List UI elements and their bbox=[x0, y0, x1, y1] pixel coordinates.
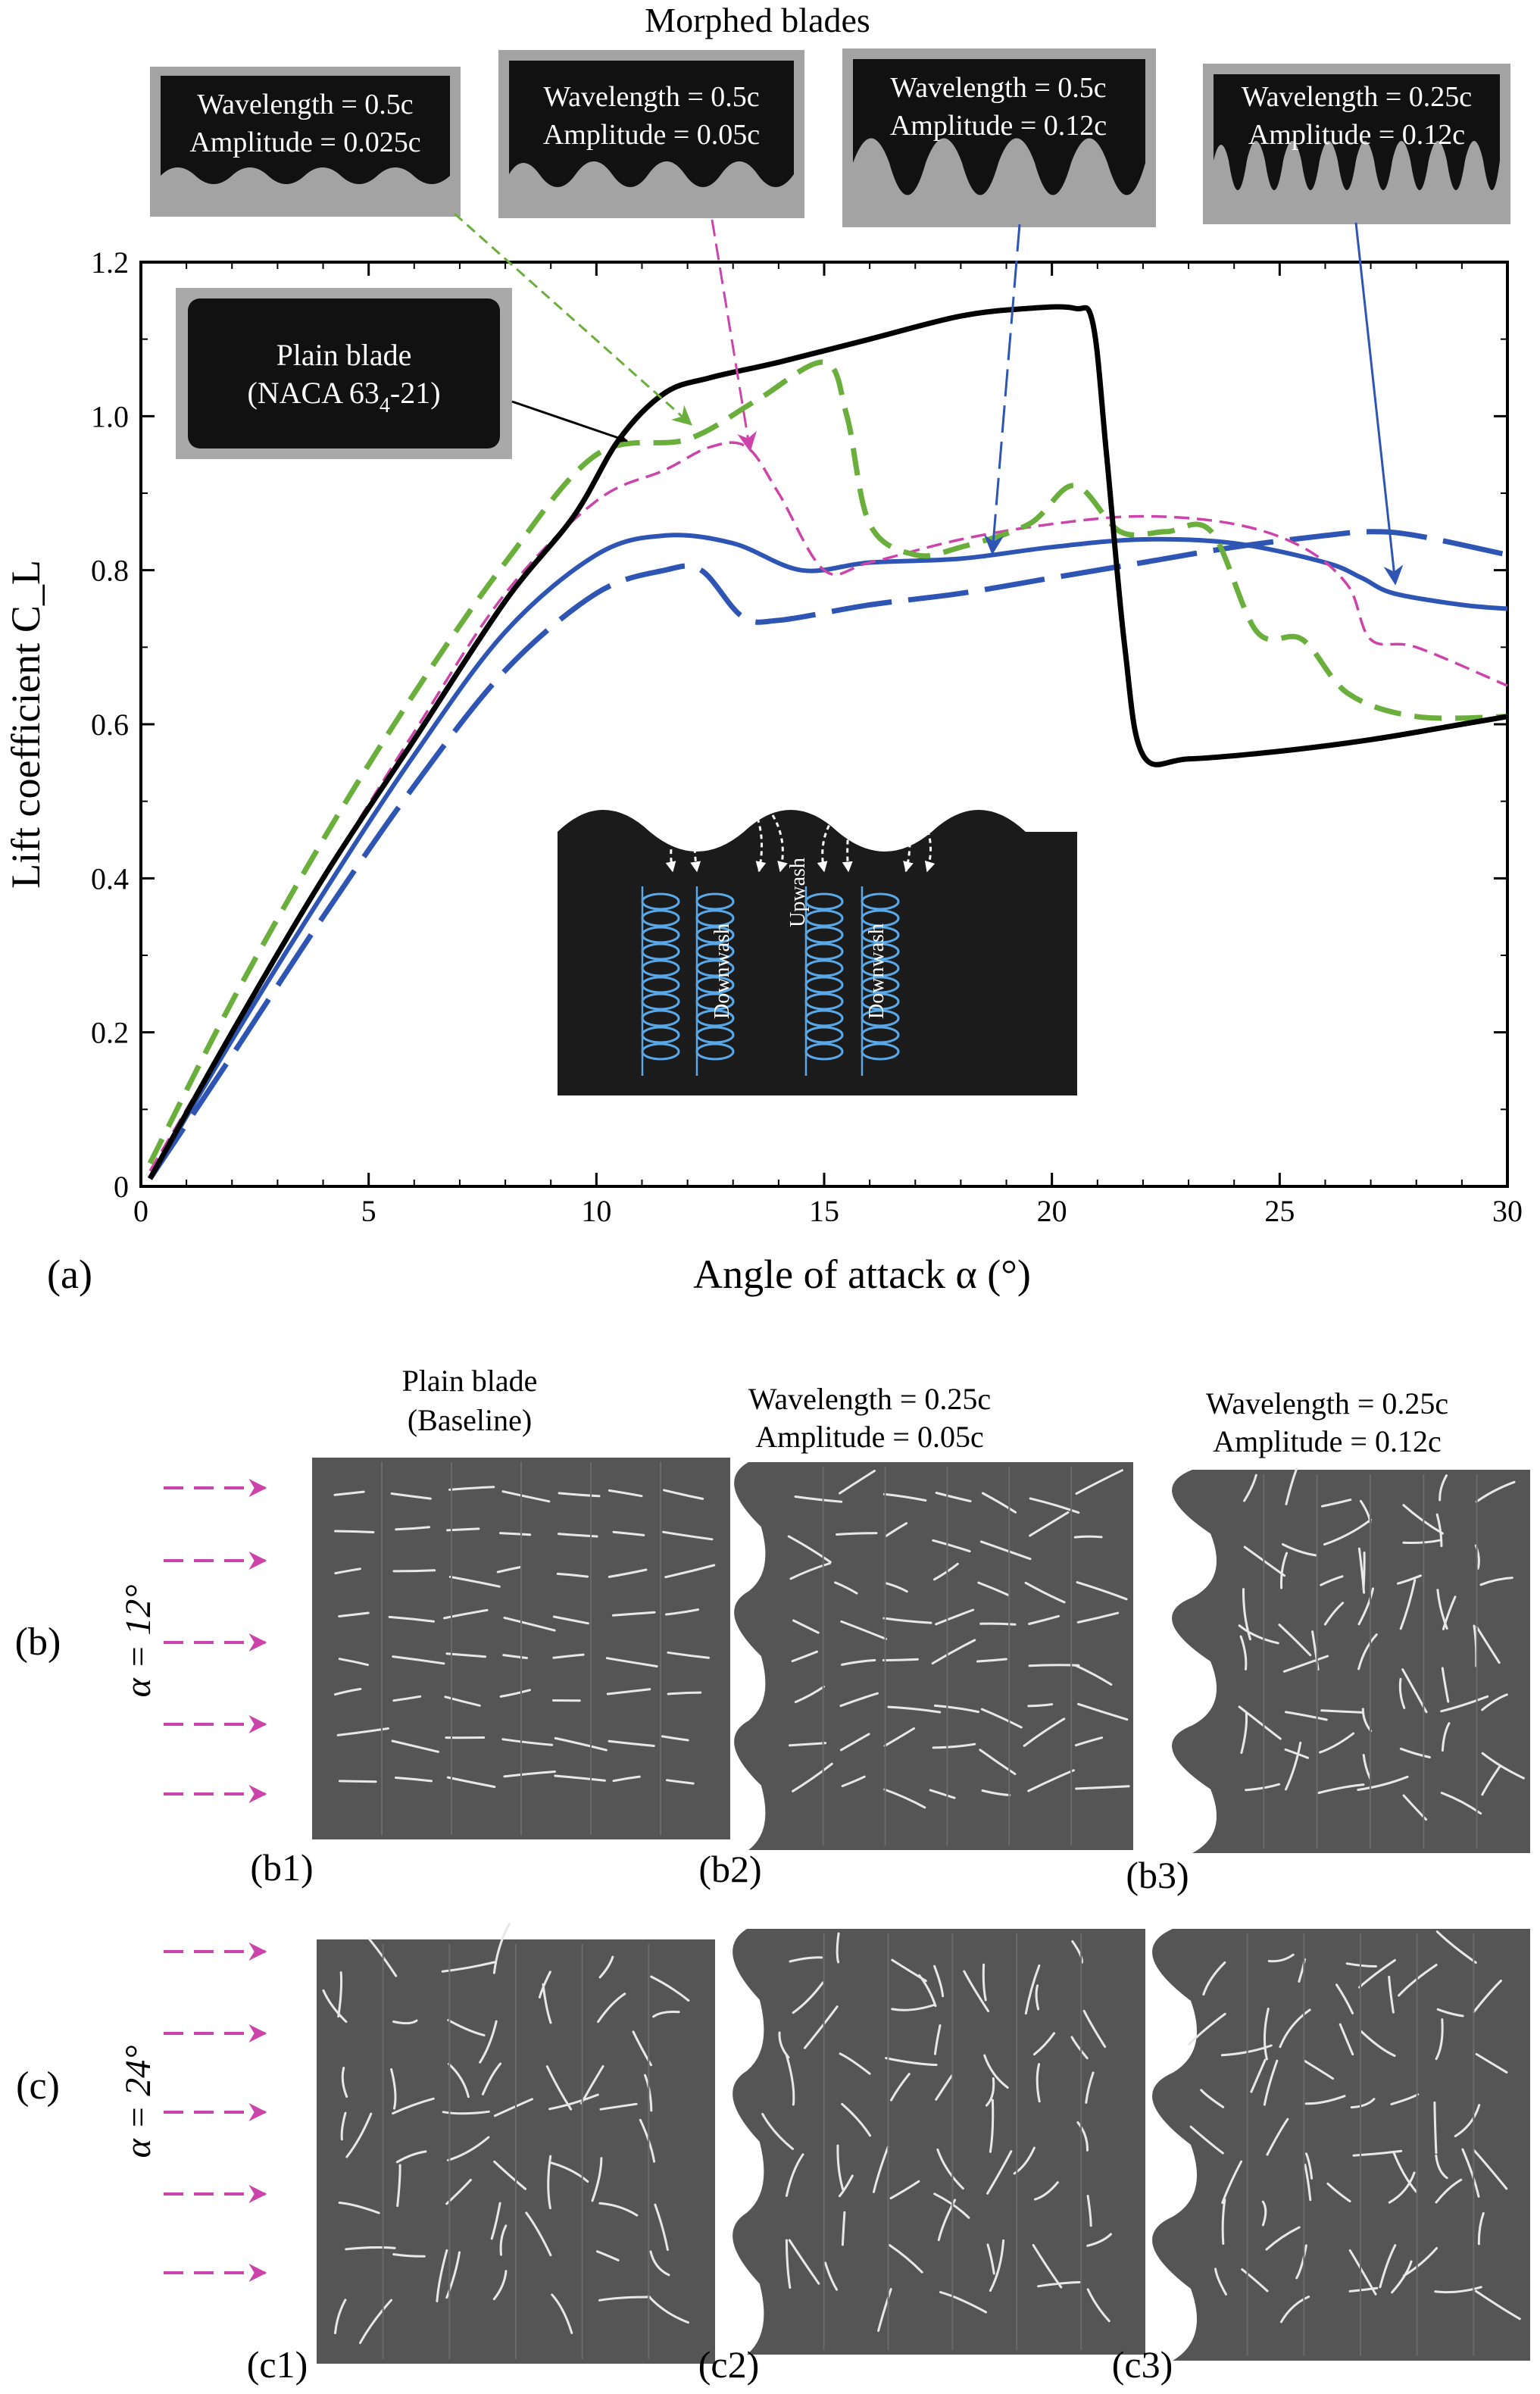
plain-blade-label-1: Plain blade bbox=[276, 338, 412, 372]
flow-panel-b3 bbox=[1172, 1467, 1530, 1853]
x-tick-label: 0 bbox=[133, 1194, 148, 1228]
flow-panel-c1 bbox=[317, 1922, 715, 2364]
inset-4-pointer bbox=[1354, 222, 1404, 586]
upwash-label: Upwash bbox=[786, 858, 810, 927]
flow-panels bbox=[312, 1458, 1530, 2364]
vortex-layer bbox=[641, 886, 900, 1076]
flow-panel-background bbox=[733, 1929, 1145, 2355]
flow-panel-background bbox=[734, 1462, 1133, 1850]
inset-2-pointer bbox=[711, 219, 758, 452]
inset-3-amplitude: Amplitude = 0.12c bbox=[890, 110, 1107, 142]
column-2-line-1: Wavelength = 0.25c bbox=[748, 1382, 991, 1416]
chart-title: Morphed blades bbox=[645, 1, 870, 39]
tuft-streaks bbox=[787, 1469, 1130, 1809]
flow-panel-b1 bbox=[312, 1458, 730, 1839]
panel-label-c1: (c1) bbox=[247, 2343, 308, 2386]
column-3-line-1: Wavelength = 0.25c bbox=[1206, 1386, 1448, 1420]
series-line-4 bbox=[148, 533, 1508, 1180]
tuft-streaks bbox=[761, 1932, 1112, 2332]
x-tick-label: 25 bbox=[1264, 1194, 1295, 1228]
vortex-coil bbox=[641, 892, 680, 1061]
plot-area: 0 5 10 15 20 25 30 0 0.2 0.4 0.6 0.8 1.0 1.2 bbox=[91, 245, 1523, 1228]
series-line-2 bbox=[147, 359, 1508, 1165]
flow-arrows bbox=[665, 814, 936, 873]
x-tick-label: 15 bbox=[809, 1194, 839, 1228]
flow-structure-inset: Downwash Upwash Downwash bbox=[558, 810, 1077, 1095]
plain-blade-pointer bbox=[511, 400, 628, 442]
series-line-5 bbox=[148, 529, 1508, 1180]
panel-label-a: (a) bbox=[47, 1252, 92, 1297]
column-3-line-2: Amplitude = 0.12c bbox=[1213, 1424, 1441, 1458]
row-angle-b: α = 12° bbox=[118, 1585, 158, 1698]
column-1-line-2: (Baseline) bbox=[408, 1403, 532, 1437]
inset-1-pointer bbox=[454, 212, 692, 426]
panel-label-b2: (b2) bbox=[698, 1848, 761, 1890]
y-tick-label: 0 bbox=[114, 1170, 129, 1204]
flow-panel-b2 bbox=[734, 1462, 1133, 1850]
inset-4-amplitude: Amplitude = 0.12c bbox=[1248, 119, 1465, 151]
row-angle-c: α = 24° bbox=[118, 2046, 158, 2158]
morphed-inset-3: Wavelength = 0.5c Amplitude = 0.12c bbox=[842, 48, 1156, 227]
panel-label-b3: (b3) bbox=[1126, 1854, 1189, 1896]
inset-3-wavelength: Wavelength = 0.5c bbox=[890, 72, 1106, 104]
downwash-label-2: Downwash bbox=[865, 924, 889, 1019]
flow-panel-c2 bbox=[733, 1929, 1145, 2355]
flow-panel-background bbox=[1172, 1470, 1530, 1853]
y-tick-label: 0.4 bbox=[91, 861, 129, 895]
inset-4-wavelength: Wavelength = 0.25c bbox=[1242, 81, 1472, 113]
x-tick-label: 5 bbox=[361, 1194, 376, 1228]
inflow-arrows bbox=[164, 1479, 267, 2282]
series-line-1 bbox=[147, 304, 1508, 1180]
panel-label-c2: (c2) bbox=[698, 2343, 760, 2386]
morphed-inset-1: Wavelength = 0.5c Amplitude = 0.025c bbox=[150, 67, 461, 217]
column-1-line-1: Plain blade bbox=[402, 1364, 538, 1398]
axis-ticks: 0 5 10 15 20 25 30 0 0.2 0.4 0.6 0.8 1.0 1.2 bbox=[91, 245, 1523, 1228]
y-tick-label: 1.0 bbox=[91, 399, 129, 433]
plain-blade-label-2: (NACA 634-21) bbox=[247, 376, 440, 417]
tuft-streaks bbox=[322, 1922, 690, 2344]
y-tick-label: 1.2 bbox=[91, 245, 129, 280]
vortex-coil bbox=[695, 892, 735, 1061]
inset-2-amplitude: Amplitude = 0.05c bbox=[543, 119, 760, 151]
x-tick-label: 10 bbox=[581, 1194, 611, 1228]
inset-2-wavelength: Wavelength = 0.5c bbox=[543, 81, 759, 113]
inset-3-pointer bbox=[983, 223, 1021, 555]
inset-1-wavelength: Wavelength = 0.5c bbox=[197, 89, 413, 120]
y-tick-label: 0.8 bbox=[91, 554, 129, 588]
morphed-inset-2: Wavelength = 0.5c Amplitude = 0.05c bbox=[498, 50, 804, 218]
x-axis-label: Angle of attack α (°) bbox=[693, 1252, 1031, 1297]
row-label-b: (b) bbox=[15, 1620, 61, 1664]
panel-label-c3: (c3) bbox=[1112, 2343, 1173, 2386]
morphed-inset-4: Wavelength = 0.25c Amplitude = 0.12c bbox=[1203, 64, 1510, 224]
series-layer bbox=[147, 304, 1508, 1180]
y-axis-label: Lift coefficient C_L bbox=[3, 560, 48, 889]
x-tick-label: 20 bbox=[1037, 1194, 1067, 1228]
flow-panel-c3 bbox=[1152, 1929, 1530, 2361]
tuft-streaks bbox=[1188, 1930, 1521, 2324]
vortex-coil bbox=[861, 892, 900, 1061]
panel-label-b1: (b1) bbox=[250, 1846, 313, 1889]
row-label-c: (c) bbox=[16, 2064, 60, 2108]
downwash-label-1: Downwash bbox=[711, 924, 734, 1019]
plain-blade-inset: Plain blade (NACA 634-21) bbox=[176, 288, 512, 459]
inset-1-amplitude: Amplitude = 0.025c bbox=[189, 127, 420, 158]
y-tick-label: 0.6 bbox=[91, 708, 129, 742]
tuft-streaks bbox=[333, 1486, 716, 1789]
y-tick-label: 0.2 bbox=[91, 1016, 129, 1050]
x-tick-label: 30 bbox=[1492, 1194, 1523, 1228]
column-2-line-2: Amplitude = 0.05c bbox=[755, 1420, 983, 1454]
vortex-coil bbox=[804, 892, 844, 1061]
